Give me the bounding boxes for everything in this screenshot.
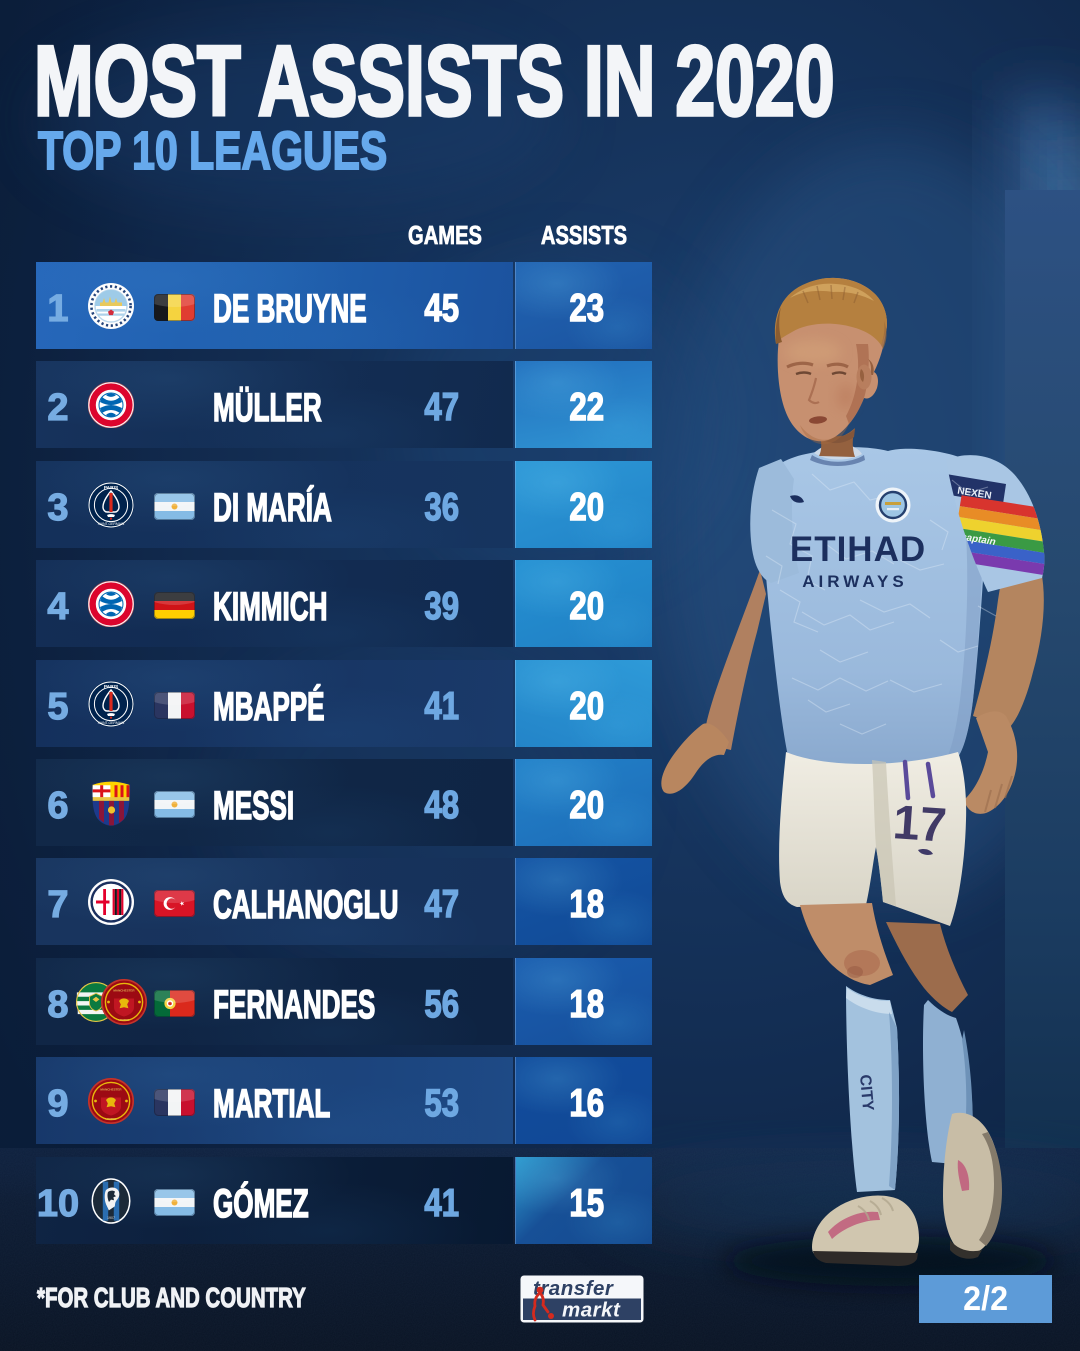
svg-text:UNITED: UNITED [118,1018,130,1022]
svg-text:captain: captain [960,532,996,548]
svg-text:17: 17 [891,796,948,853]
svg-text:SAINT-GERMAIN: SAINT-GERMAIN [98,522,125,526]
svg-text:transfer: transfer [533,1277,614,1300]
svg-text:1907: 1907 [107,1216,115,1220]
svg-text:AIRWAYS: AIRWAYS [802,572,907,591]
svg-text:MANCHESTER: MANCHESTER [113,988,135,992]
svg-text:MANCHESTER: MANCHESTER [100,1087,122,1091]
svg-text:PARIS: PARIS [104,684,119,690]
svg-text:ETIHAD: ETIHAD [790,530,926,569]
svg-text:markt: markt [562,1299,621,1322]
svg-text:SAINT-GERMAIN: SAINT-GERMAIN [98,721,125,725]
svg-text:CITY: CITY [856,1074,876,1112]
svg-text:UNITED: UNITED [105,1117,117,1121]
svg-text:PARIS: PARIS [104,485,119,491]
